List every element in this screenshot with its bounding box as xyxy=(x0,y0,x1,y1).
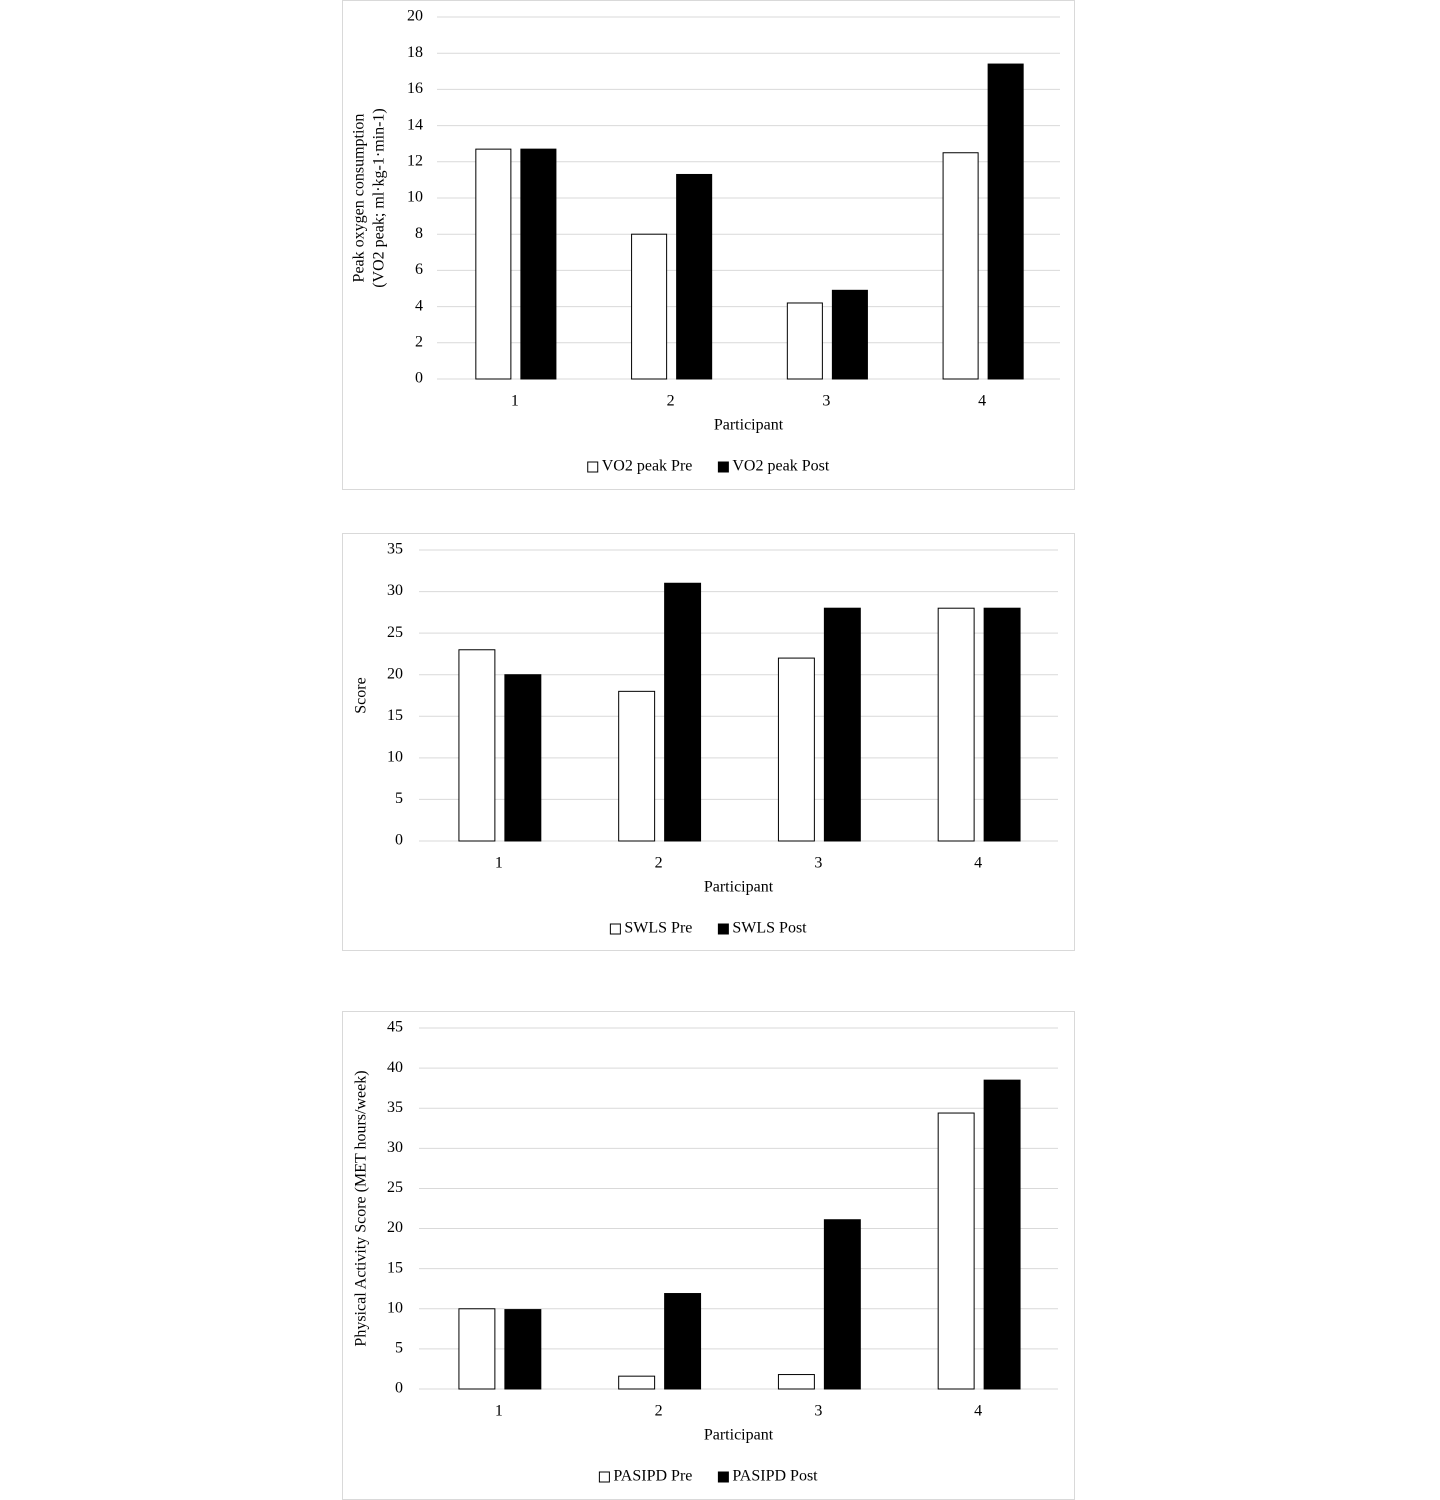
bar xyxy=(520,148,557,380)
bar xyxy=(458,649,496,842)
y-tick-label: 35 xyxy=(387,1099,403,1116)
y-tick-label: 0 xyxy=(395,832,403,849)
bar xyxy=(942,152,979,380)
legend-swatch xyxy=(587,461,599,473)
legend-swatch xyxy=(717,923,729,935)
y-tick-label: 30 xyxy=(387,1139,403,1156)
y-tick-label: 0 xyxy=(395,1380,403,1397)
bar xyxy=(937,607,975,842)
y-axis-label: Physical Activity Score (MET hours/week) xyxy=(353,1070,370,1346)
y-tick-label: 10 xyxy=(387,1299,403,1316)
x-tick-label: 4 xyxy=(978,393,986,410)
y-tick-label: 30 xyxy=(387,582,403,599)
x-tick-label: 4 xyxy=(974,855,982,872)
x-axis-label: Participant xyxy=(704,879,774,896)
legend-swatch xyxy=(609,923,621,935)
y-tick-label: 35 xyxy=(387,541,403,558)
y-tick-label: 15 xyxy=(387,1259,403,1276)
y-tick-label: 4 xyxy=(415,297,423,314)
bar xyxy=(983,1079,1021,1390)
y-axis-label: Peak oxygen consumption xyxy=(351,114,368,283)
bar xyxy=(504,1309,542,1390)
bar xyxy=(786,302,823,380)
x-tick-label: 2 xyxy=(655,1403,663,1420)
bar xyxy=(475,148,512,380)
bar xyxy=(504,674,542,842)
legend-label: SWLS Pre xyxy=(624,920,692,937)
legend-swatch xyxy=(598,1471,610,1483)
x-tick-label: 2 xyxy=(655,855,663,872)
x-axis-label: Participant xyxy=(704,1427,774,1444)
y-tick-label: 25 xyxy=(387,624,403,641)
legend-label: VO2 peak Post xyxy=(732,458,829,475)
x-tick-label: 3 xyxy=(822,393,830,410)
y-tick-label: 12 xyxy=(407,152,423,169)
y-tick-label: 25 xyxy=(387,1179,403,1196)
legend: PASIPD Pre PASIPD Post xyxy=(598,1468,818,1485)
y-tick-label: 0 xyxy=(415,370,423,387)
bar xyxy=(831,289,868,380)
chart-frame xyxy=(342,533,1075,951)
x-tick-label: 4 xyxy=(974,1403,982,1420)
y-tick-label: 5 xyxy=(395,790,403,807)
bar xyxy=(664,1293,702,1390)
bar xyxy=(458,1308,496,1390)
y-axis-label: Score xyxy=(353,677,370,713)
legend: VO2 peak Pre VO2 peak Post xyxy=(587,458,830,475)
legend-label: PASIPD Pre xyxy=(613,1468,692,1485)
y-axis-label: (VO2 peak; ml·kg-1·min-1) xyxy=(371,108,388,288)
y-tick-label: 14 xyxy=(407,116,423,133)
y-tick-label: 10 xyxy=(407,189,423,206)
y-tick-label: 6 xyxy=(415,261,423,278)
y-tick-label: 8 xyxy=(415,225,423,242)
bar xyxy=(823,607,861,842)
y-tick-label: 20 xyxy=(407,8,423,25)
x-tick-label: 3 xyxy=(814,1403,822,1420)
bar xyxy=(937,1112,975,1390)
x-tick-label: 1 xyxy=(495,855,503,872)
x-axis-label: Participant xyxy=(714,417,784,434)
bar xyxy=(618,690,656,842)
x-tick-label: 3 xyxy=(814,855,822,872)
legend: SWLS Pre SWLS Post xyxy=(609,920,807,937)
y-tick-label: 15 xyxy=(387,707,403,724)
x-tick-label: 1 xyxy=(495,1403,503,1420)
x-tick-label: 1 xyxy=(511,393,519,410)
bar xyxy=(618,1375,656,1390)
bar xyxy=(987,63,1024,380)
legend-label: VO2 peak Pre xyxy=(602,458,693,475)
y-tick-label: 10 xyxy=(387,749,403,766)
legend-swatch xyxy=(717,461,729,473)
legend-label: PASIPD Post xyxy=(732,1468,818,1485)
y-tick-label: 20 xyxy=(387,665,403,682)
x-tick-label: 2 xyxy=(667,393,675,410)
bar xyxy=(823,1219,861,1390)
legend-swatch xyxy=(717,1471,729,1483)
y-tick-label: 18 xyxy=(407,44,423,61)
y-tick-label: 2 xyxy=(415,333,423,350)
bar xyxy=(631,233,668,380)
bar xyxy=(983,607,1021,842)
y-tick-label: 20 xyxy=(387,1219,403,1236)
bar xyxy=(676,173,713,380)
chart-frame xyxy=(342,0,1075,490)
y-tick-label: 45 xyxy=(387,1019,403,1036)
legend-label: SWLS Post xyxy=(732,920,807,937)
bar xyxy=(777,657,815,842)
y-tick-label: 16 xyxy=(407,80,423,97)
bar xyxy=(777,1374,815,1390)
y-tick-label: 40 xyxy=(387,1059,403,1076)
bar xyxy=(664,582,702,842)
y-tick-label: 5 xyxy=(395,1340,403,1357)
